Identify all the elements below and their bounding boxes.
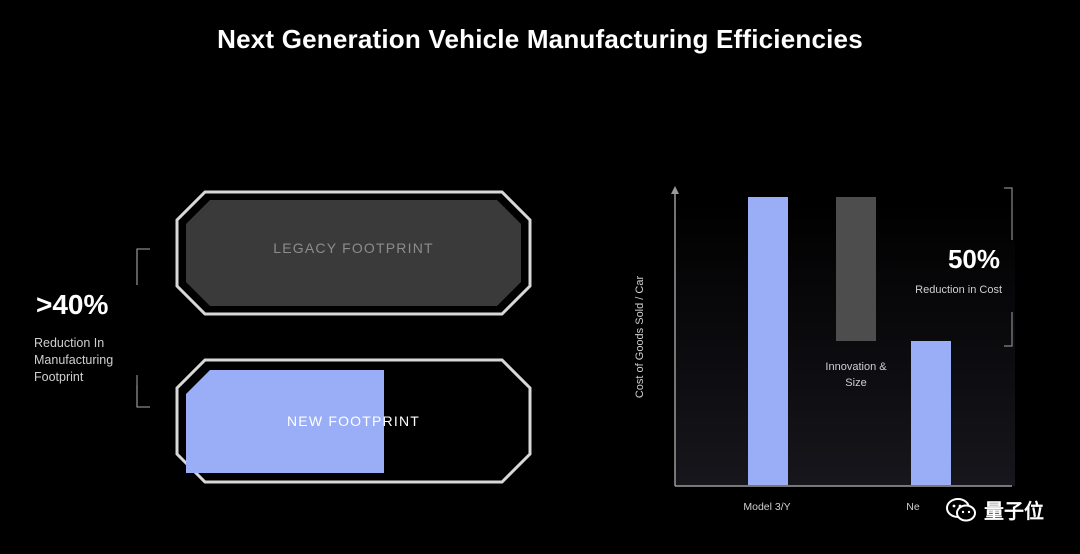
bar-model-3-y — [748, 197, 788, 485]
wechat-icon — [946, 497, 976, 521]
x-tick-label: Ne — [906, 501, 920, 513]
y-axis-arrow — [671, 186, 679, 194]
caption-line: Manufacturing — [34, 353, 114, 367]
cost-reduction-bracket — [1004, 187, 1013, 240]
y-axis-label: Cost of Goods Sold / Car — [634, 276, 646, 399]
new-footprint-outline — [175, 358, 532, 484]
legacy-footprint-fill — [186, 200, 521, 306]
cost-reduction-bracket-lower — [1004, 312, 1013, 347]
innovation-label-line1: Innovation & — [825, 361, 887, 373]
new-footprint-fill — [186, 370, 384, 473]
caption-line: Reduction In — [34, 336, 105, 350]
caption-line: Footprint — [34, 370, 84, 384]
legacy-footprint-label: LEGACY FOOTPRINT — [273, 240, 434, 256]
innovation-label-line2: Size — [845, 377, 866, 389]
watermark-text: 量子位 — [984, 501, 1044, 523]
x-tick-label: Model 3/Y — [743, 501, 790, 513]
new-footprint-label: NEW FOOTPRINT — [286, 413, 421, 429]
cost-reduction-caption: Reduction in Cost — [915, 284, 1002, 296]
legacy-footprint-outline — [175, 190, 532, 316]
bar-innovation-size — [836, 197, 876, 341]
watermark: 量子位 — [946, 495, 1044, 524]
footprint-reduction-caption: Reduction In Manufacturing Footprint — [34, 335, 113, 386]
slide-title: Next Generation Vehicle Manufacturing Ef… — [217, 24, 863, 54]
footprint-reduction-value: >40% — [36, 289, 109, 320]
cost-reduction-value: 50% — [948, 244, 1000, 274]
bar-ne — [911, 341, 951, 485]
